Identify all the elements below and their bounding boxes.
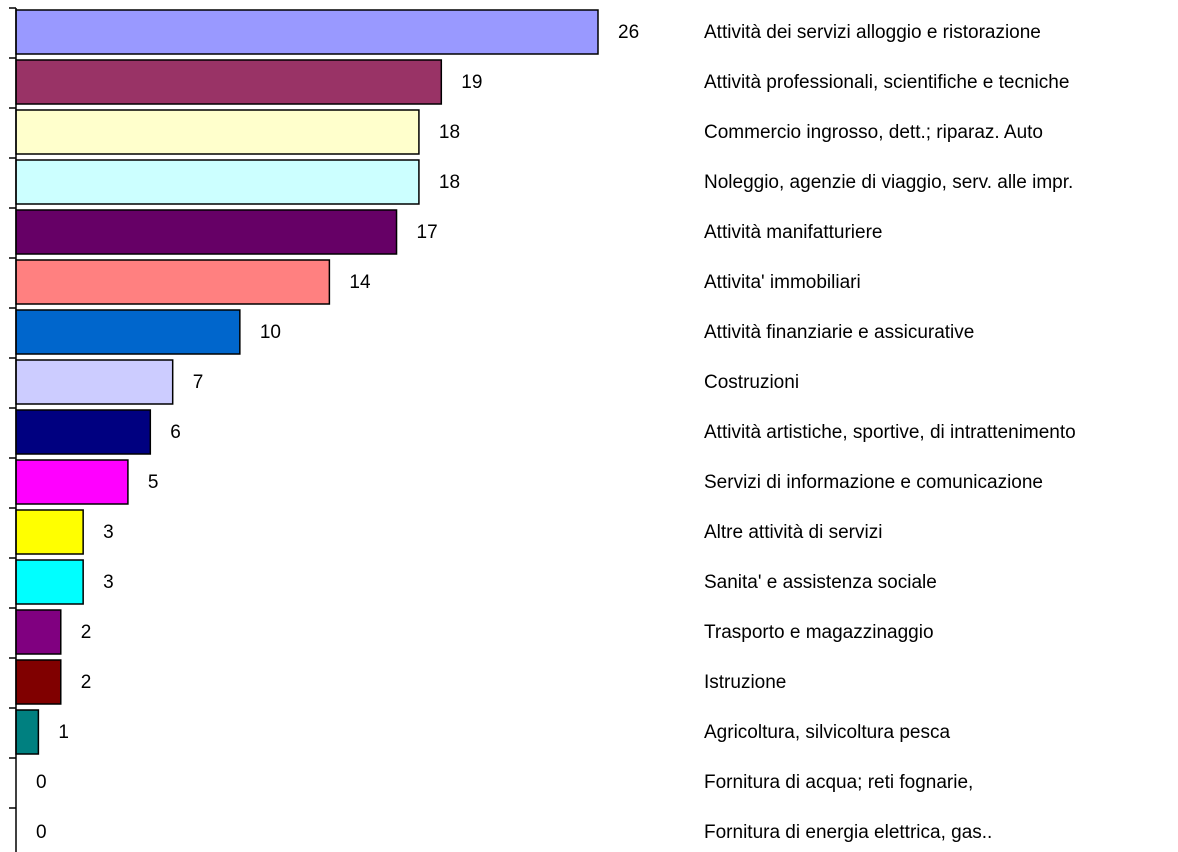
value-label: 0 [36, 772, 47, 793]
value-label: 2 [81, 622, 92, 643]
bar [15, 359, 174, 405]
legend-label: Attività artistiche, sportive, di intrat… [704, 422, 1076, 443]
bar [15, 509, 84, 555]
value-label: 18 [439, 122, 460, 143]
legend-label: Agricoltura, silvicoltura pesca [704, 722, 950, 743]
bar [15, 659, 62, 705]
bar [15, 109, 420, 155]
legend-label: Altre attività di servizi [704, 522, 882, 543]
legend-label: Servizi di informazione e comunicazione [704, 472, 1043, 493]
bar [15, 609, 62, 655]
legend-label: Attività finanziarie e assicurative [704, 322, 974, 343]
bar [15, 459, 129, 505]
value-label: 18 [439, 172, 460, 193]
legend-label: Istruzione [704, 672, 786, 693]
value-label: 5 [148, 472, 159, 493]
value-label: 3 [103, 522, 114, 543]
value-label: 10 [260, 322, 281, 343]
value-label: 7 [193, 372, 204, 393]
value-label: 26 [618, 22, 639, 43]
legend-label: Costruzioni [704, 372, 799, 393]
value-label: 19 [461, 72, 482, 93]
legend-label: Trasporto e magazzinaggio [704, 622, 934, 643]
value-label: 0 [36, 822, 47, 843]
value-label: 6 [170, 422, 181, 443]
legend-label: Attività professionali, scientifiche e t… [704, 72, 1069, 93]
legend-label: Attività dei servizi alloggio e ristoraz… [704, 22, 1041, 43]
legend-label: Attivita' immobiliari [704, 272, 861, 293]
legend-label: Fornitura di acqua; reti fognarie, [704, 772, 973, 793]
value-label: 1 [58, 722, 69, 743]
bar [15, 159, 420, 205]
value-label: 3 [103, 572, 114, 593]
legend-label: Attività manifatturiere [704, 222, 882, 243]
legend-label: Fornitura di energia elettrica, gas.. [704, 822, 992, 843]
legend-label: Sanita' e assistenza sociale [704, 572, 937, 593]
bar [15, 709, 40, 755]
value-label: 14 [349, 272, 371, 293]
bar [15, 59, 443, 105]
value-label: 2 [81, 672, 92, 693]
bar [15, 9, 599, 55]
legend-label: Noleggio, agenzie di viaggio, serv. alle… [704, 172, 1073, 193]
legend-label: Commercio ingrosso, dett.; riparaz. Auto [704, 122, 1043, 143]
bar [15, 409, 152, 455]
value-label: 17 [417, 222, 438, 243]
bar [15, 309, 241, 355]
bar [15, 259, 331, 305]
bar [15, 209, 398, 255]
bar [15, 559, 84, 605]
